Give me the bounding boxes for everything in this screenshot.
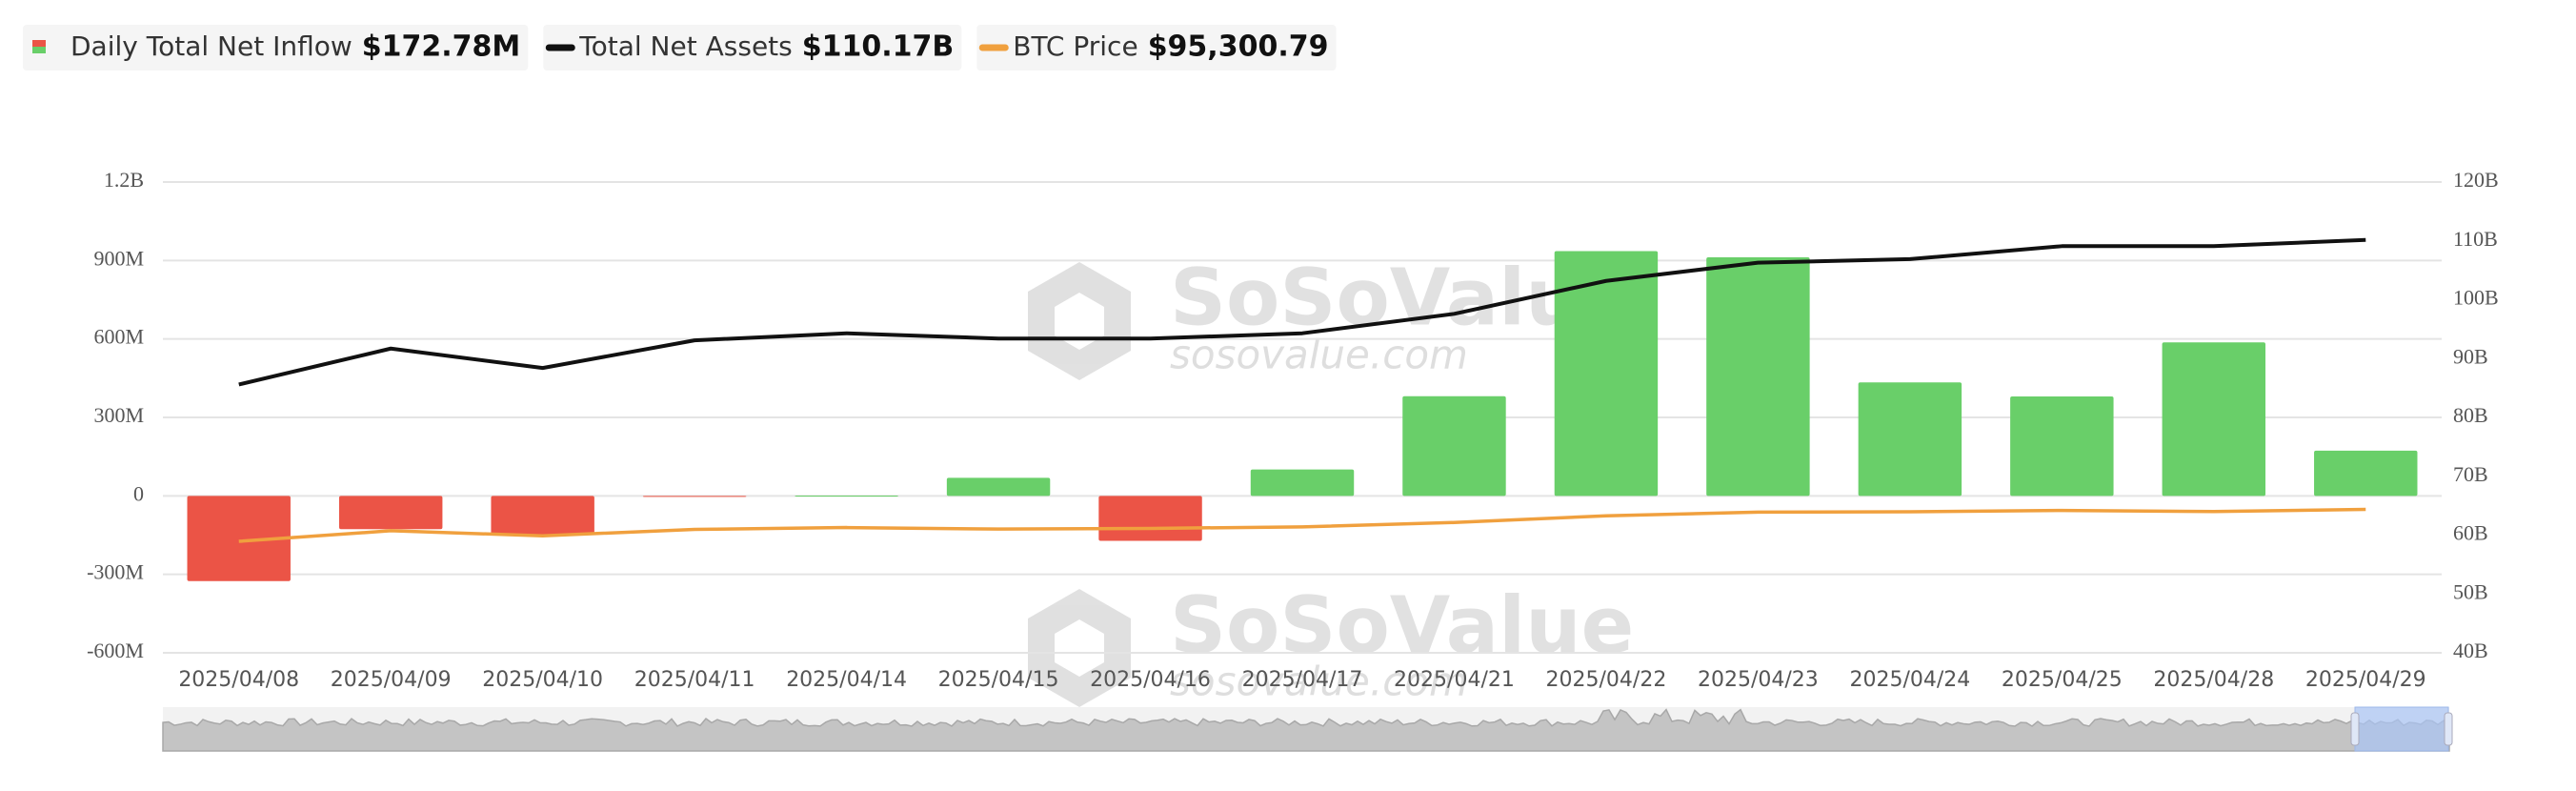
y2-tick-label: 40B <box>2453 639 2488 662</box>
y2-tick-label: 50B <box>2453 579 2488 603</box>
bar <box>1250 469 1355 497</box>
bar <box>1554 251 1659 497</box>
bar <box>2314 450 2418 497</box>
minimap-handle[interactable] <box>2350 712 2360 746</box>
x-tick-label: 2025/04/10 <box>482 668 603 692</box>
legend-item[interactable]: Total Net Assets $110.17B <box>543 25 962 71</box>
legend-marker <box>32 47 46 53</box>
y-tick-label: 600M <box>93 325 144 349</box>
legend-value: $95,300.79 <box>1148 30 1329 64</box>
legend-value: $110.17B <box>802 30 955 64</box>
x-tick-label: 2025/04/22 <box>1546 668 1667 692</box>
y-tick-label: 0 <box>133 481 144 505</box>
line <box>238 507 2366 543</box>
x-tick-label: 2025/04/24 <box>1849 668 1970 692</box>
x-tick-label: 2025/04/21 <box>1394 668 1515 692</box>
watermark-logo <box>1028 262 1131 380</box>
legend-bg <box>23 25 529 71</box>
y2-tick-label: 60B <box>2453 521 2488 545</box>
y-tick-label: 300M <box>93 403 144 427</box>
x-tick-label: 2025/04/16 <box>1090 668 1211 692</box>
bar <box>1098 496 1202 541</box>
bar <box>338 496 443 530</box>
legend: Daily Total Net Inflow $172.78M Total Net … <box>23 25 1337 71</box>
legend-bg <box>543 25 962 71</box>
minimap-selection[interactable] <box>2354 706 2449 752</box>
x-tick-label: 2025/04/17 <box>1242 668 1363 692</box>
minimap-handle[interactable] <box>2444 712 2453 746</box>
watermark-url: sosovalue.com <box>1170 659 1468 705</box>
bar <box>2010 396 2114 497</box>
bar <box>1858 382 1962 497</box>
legend-value: $172.78M <box>362 30 521 64</box>
line <box>238 237 2366 387</box>
y2-tick-label: 70B <box>2453 462 2488 486</box>
y-tick-label: 1.2B <box>104 168 144 192</box>
minimap-area <box>162 708 2450 752</box>
legend-marker <box>32 40 46 47</box>
y-tick-label: -300M <box>87 560 144 584</box>
x-tick-label: 2025/04/28 <box>2153 668 2274 692</box>
minimap <box>162 706 2453 752</box>
bar <box>642 496 747 497</box>
legend-item[interactable]: Daily Total Net Inflow $172.78M <box>23 25 529 71</box>
bar <box>2162 342 2266 497</box>
bar <box>1706 257 1810 497</box>
y-tick-label: -600M <box>87 639 144 662</box>
x-tick-label: 2025/04/23 <box>1698 668 1819 692</box>
x-tick-label: 2025/04/09 <box>331 668 452 692</box>
x-tick-label: 2025/04/15 <box>938 668 1059 692</box>
legend-label: Daily Total Net Inflow <box>70 30 352 62</box>
legend-bg <box>976 25 1337 71</box>
watermark-logo <box>1028 589 1131 707</box>
legend-label: Total Net Assets <box>578 30 792 62</box>
x-tick-label: 2025/04/08 <box>178 668 299 692</box>
x-tick-label: 2025/04/11 <box>634 668 755 692</box>
x-tick-label: 2025/04/14 <box>786 668 907 692</box>
y2-tick-label: 100B <box>2453 286 2499 310</box>
x-tick-label: 2025/04/25 <box>2002 668 2123 692</box>
bar <box>795 496 898 497</box>
watermark-brand: SoSoValue <box>1170 580 1634 671</box>
bar <box>491 496 594 536</box>
x-tick-label: 2025/04/29 <box>2305 668 2426 692</box>
y2-tick-label: 120B <box>2453 168 2499 192</box>
y-tick-label: 900M <box>93 246 144 270</box>
y2-tick-label: 80B <box>2453 403 2488 427</box>
legend-label: BTC Price <box>1013 30 1137 62</box>
y2-tick-label: 110B <box>2453 227 2498 251</box>
bar <box>187 496 291 581</box>
legend-item[interactable]: BTC Price $95,300.79 <box>976 25 1337 71</box>
bar <box>1402 396 1506 497</box>
y2-tick-label: 90B <box>2453 344 2488 368</box>
bar <box>946 477 1051 497</box>
